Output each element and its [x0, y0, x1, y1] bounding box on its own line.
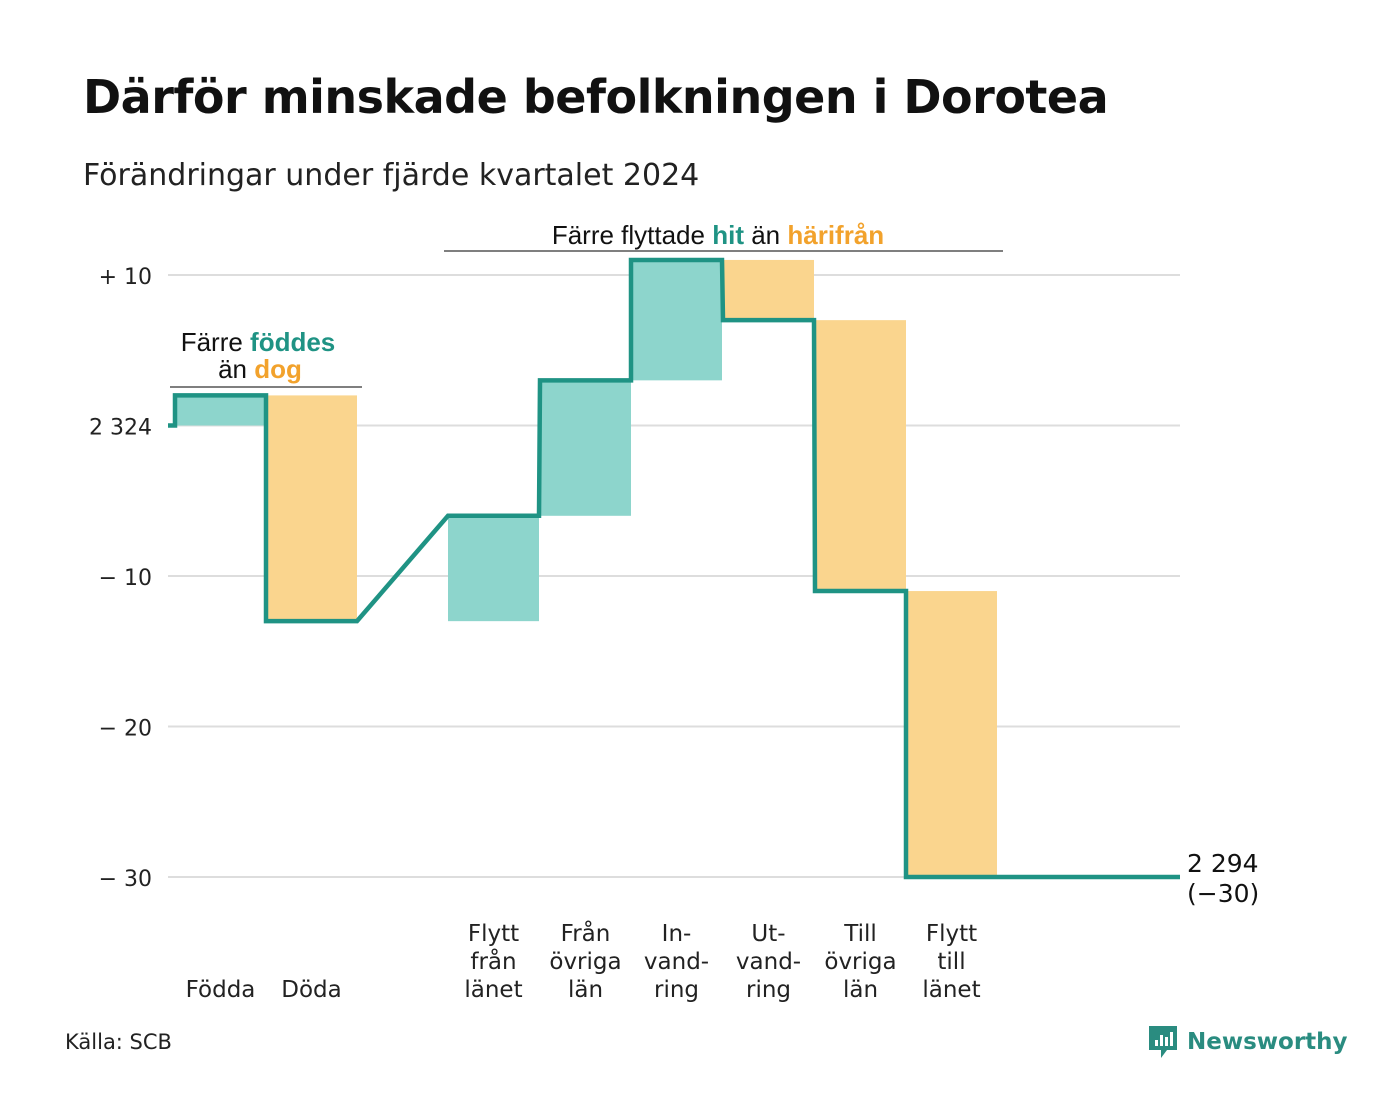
migration-annotation-text: Färre flyttade hit än härifrån: [552, 220, 884, 250]
category-label: Döda: [281, 977, 341, 1003]
waterfall-bar: [540, 380, 631, 516]
waterfall-bar: [723, 259, 814, 321]
y-tick-label: − 30: [99, 867, 152, 892]
category-label: In-vand-ring: [644, 921, 709, 1003]
waterfall-bar: [266, 395, 357, 622]
newsworthy-logo-icon: [1149, 1026, 1177, 1058]
chart-subtitle: Förändringar under fjärde kvartalet 2024: [83, 158, 700, 193]
births-annotation-line2: än dog: [218, 354, 302, 384]
brand-name: Newsworthy: [1187, 1029, 1348, 1055]
category-label: Flytt från länet: [464, 921, 522, 1003]
category-label: Födda: [186, 977, 256, 1003]
waterfall-bar: [448, 515, 539, 622]
end-change-label: (−30): [1187, 879, 1259, 908]
waterfall-bar: [906, 591, 997, 877]
waterfall-bar: [815, 320, 906, 592]
waterfall-bar: [631, 259, 722, 381]
category-label: Från övriga län: [549, 919, 621, 1003]
brand-logo: Newsworthy: [1147, 1024, 1348, 1060]
waterfall-bar: [175, 395, 266, 426]
end-value-label: 2 294: [1187, 849, 1259, 878]
category-label: Till övriga län: [824, 921, 896, 1003]
y-tick-label: − 10: [99, 566, 152, 591]
population-step-line: [168, 257, 1180, 880]
migration-annotation: Färre flyttade hit än härifrån: [444, 220, 1003, 252]
y-tick-label: + 10: [99, 265, 152, 290]
y-tick-label: − 20: [99, 717, 152, 742]
chart-title: Därför minskade befolkningen i Dorotea: [83, 70, 1109, 124]
y-tick-label: 2 324: [89, 416, 152, 441]
category-label: Flytt till länet: [922, 921, 980, 1003]
births-annotation-line1: Färre föddes: [181, 327, 336, 357]
source-note: Källa: SCB: [65, 1030, 172, 1054]
category-label: Ut-vand-ring: [736, 921, 801, 1003]
